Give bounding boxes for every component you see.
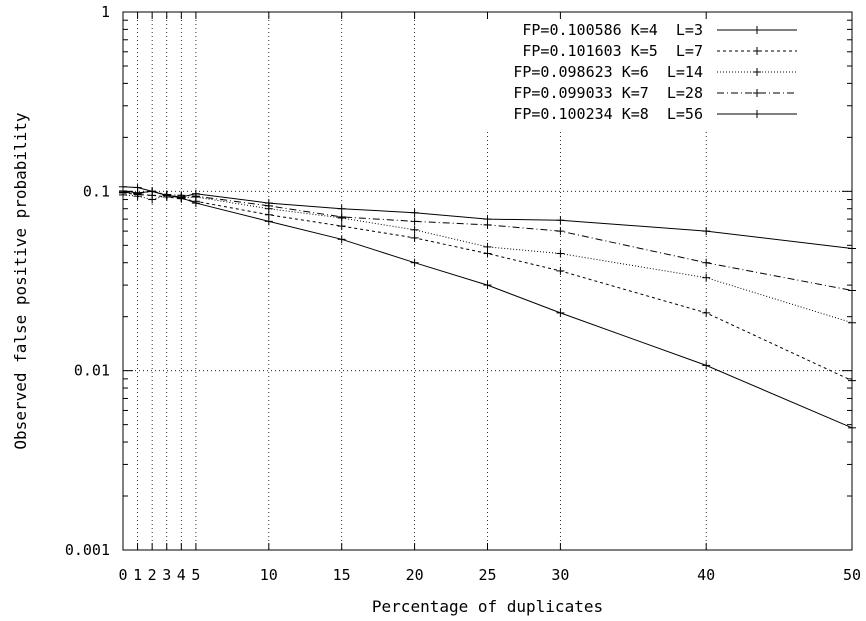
x-tick-label: 10 (260, 566, 278, 584)
x-tick-label: 25 (478, 566, 496, 584)
x-tick-label: 4 (177, 566, 186, 584)
series-group (119, 182, 856, 432)
x-tick-label: 5 (191, 566, 200, 584)
legend: FP=0.100586 K=4 L=3 FP=0.101603 K=5 L=7 FP… (513, 21, 797, 123)
legend-label: FP=0.100234 K=8 L=56 (513, 105, 703, 123)
x-tick-label: 40 (697, 566, 715, 584)
legend-label: FP=0.098623 K=6 L=14 (513, 63, 703, 81)
y-tick-label: 0.001 (65, 541, 110, 559)
x-tick-label: 30 (551, 566, 569, 584)
series-5 (119, 182, 856, 253)
x-tick-label: 1 (133, 566, 142, 584)
legend-label: FP=0.099033 K=7 L=28 (513, 84, 703, 102)
x-tick-label: 15 (333, 566, 351, 584)
x-axis-label: Percentage of duplicates (372, 597, 603, 616)
x-tick-label: 2 (148, 566, 157, 584)
y-tick-label: 0.1 (83, 182, 110, 200)
x-tick-label: 50 (843, 566, 861, 584)
y-tick-label: 0.01 (74, 362, 110, 380)
y-axis-label: Observed false positive probability (11, 112, 30, 450)
x-tick-label: 20 (406, 566, 424, 584)
y-tick-label: 1 (101, 3, 110, 21)
x-tick-label: 0 (118, 566, 127, 584)
gridlines (123, 12, 852, 550)
legend-label: FP=0.101603 K=5 L=7 (522, 42, 703, 60)
x-tick-label: 3 (162, 566, 171, 584)
legend-label: FP=0.100586 K=4 L=3 (522, 21, 703, 39)
